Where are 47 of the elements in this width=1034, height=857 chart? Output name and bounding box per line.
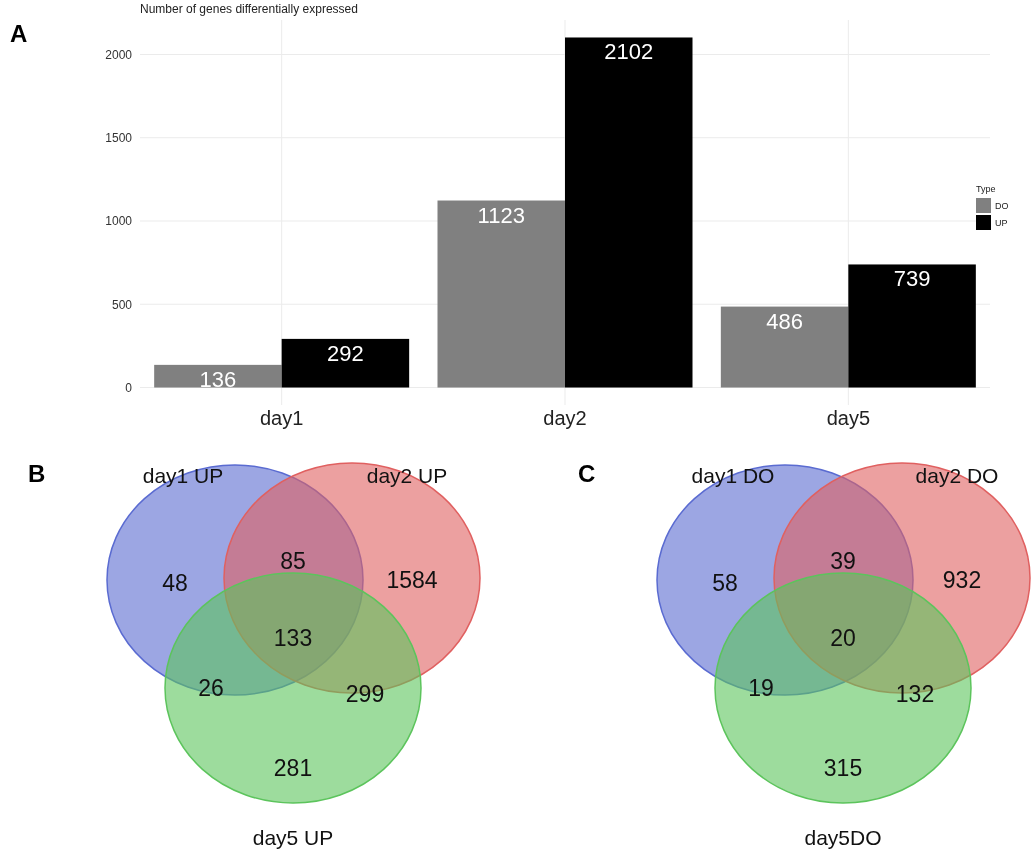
legend-title: Type	[976, 184, 996, 194]
y-tick-label: 500	[111, 297, 133, 312]
category-label: day1 UP	[142, 464, 224, 487]
text: B	[28, 460, 46, 487]
y-tick-label: 2000	[105, 47, 133, 62]
text: 48	[162, 570, 188, 597]
category-label: day2 UP	[366, 464, 448, 487]
text: 299	[345, 681, 385, 708]
text: 315	[823, 755, 863, 782]
text: 85	[280, 548, 306, 575]
bar	[281, 338, 410, 388]
text: 932	[942, 567, 982, 594]
text: 20	[830, 625, 856, 652]
y-tick-label: 1000	[105, 214, 133, 229]
data-label: 2102	[604, 39, 654, 65]
category-label: day2 DO	[915, 464, 999, 487]
text: 39	[830, 548, 856, 575]
category-label: day5DO	[804, 826, 882, 849]
bar	[154, 364, 282, 388]
data-label: 1123	[477, 202, 525, 228]
text: 19	[748, 675, 774, 702]
text: 1584	[386, 567, 438, 594]
legend-label: UP	[995, 218, 1008, 228]
text: 281	[273, 755, 313, 782]
bar	[565, 37, 693, 388]
text: 26	[198, 675, 224, 702]
y-axis-title: Number of genes differentially expressed	[140, 2, 358, 16]
y-tick-label: 0	[125, 380, 133, 395]
bar	[437, 200, 565, 388]
text: 132	[895, 681, 935, 708]
x-tick-label: day1	[259, 407, 304, 430]
text: 133	[273, 625, 313, 652]
text: A	[10, 20, 28, 47]
text: C	[578, 460, 596, 487]
data-label: 292	[327, 340, 364, 366]
data-label: 486	[766, 308, 803, 334]
data-label: 739	[893, 266, 931, 292]
category-label: day1 DO	[691, 464, 775, 487]
x-tick-label: day2	[543, 407, 587, 430]
category-label: day5 UP	[252, 826, 334, 849]
bar	[720, 306, 849, 388]
x-tick-label: day5	[826, 407, 871, 430]
legend-label: DO	[995, 201, 1009, 211]
data-label: 136	[199, 366, 237, 392]
bar	[848, 264, 976, 388]
text: 58	[712, 570, 738, 597]
y-tick-label: 1500	[105, 131, 133, 146]
